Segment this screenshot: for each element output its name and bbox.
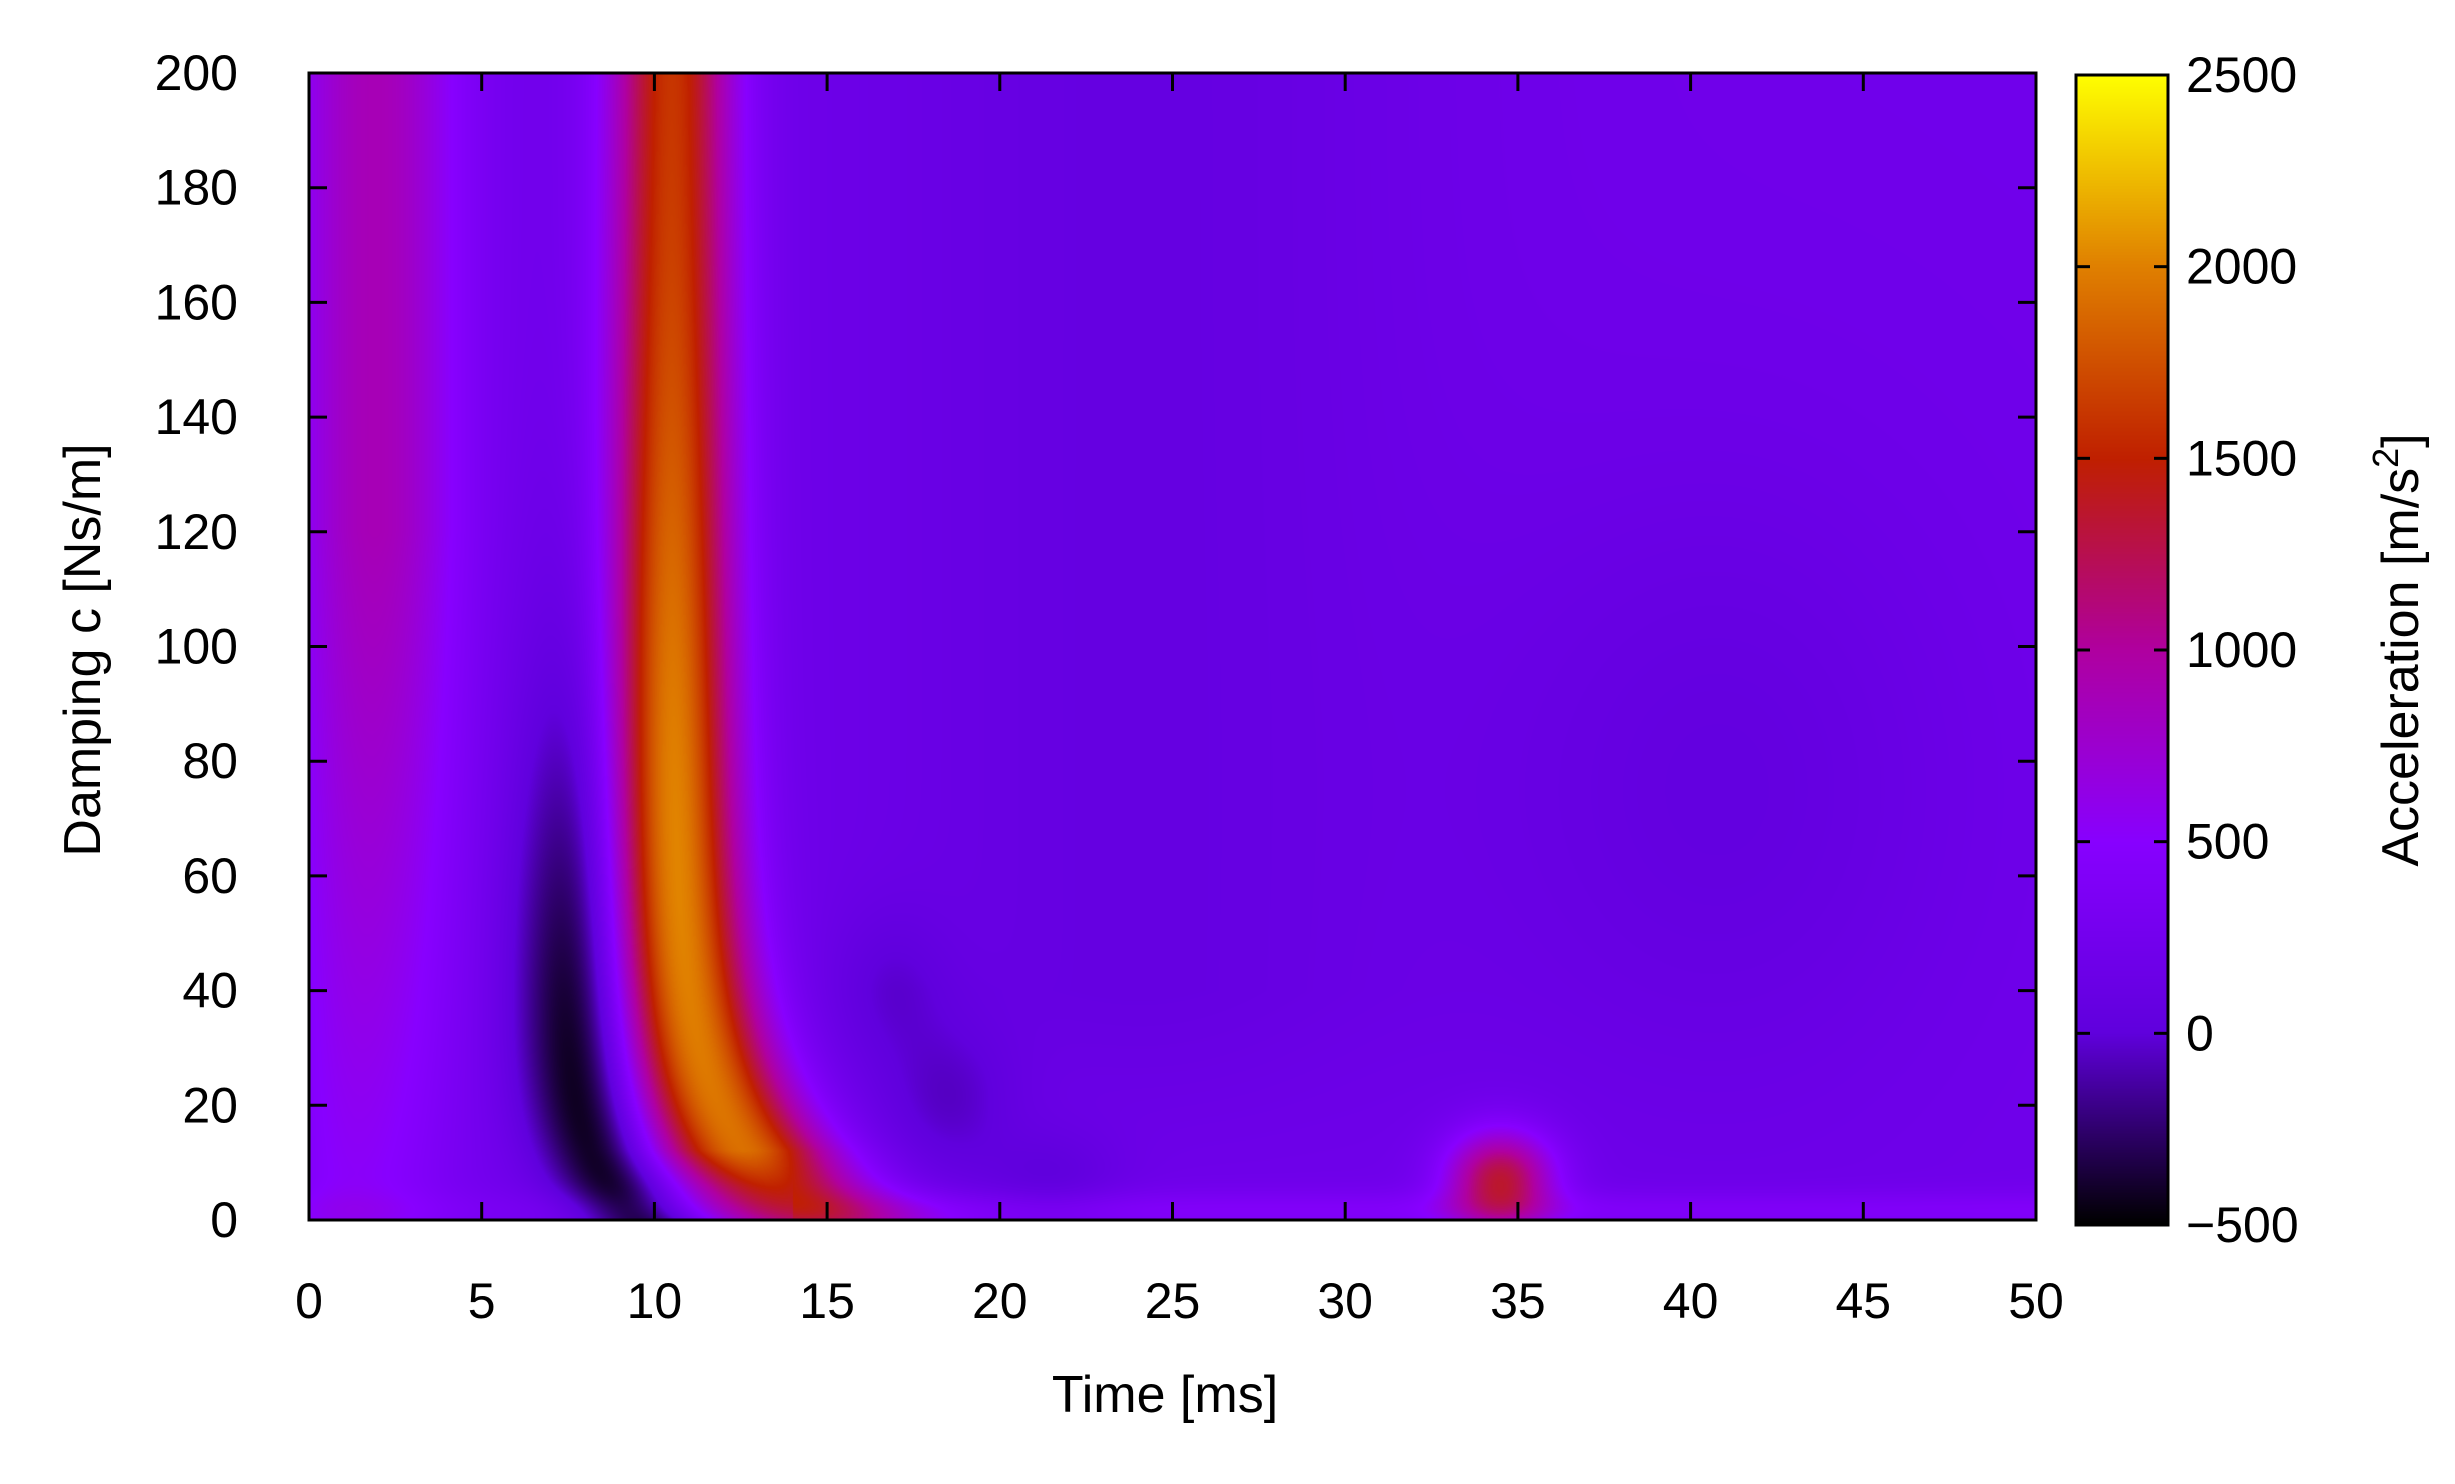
x-tick-label: 50 bbox=[2008, 1273, 2064, 1329]
x-axis-label: Time [ms] bbox=[1052, 1366, 1278, 1424]
y-tick-label: 20 bbox=[182, 1077, 238, 1133]
x-tick-label: 35 bbox=[1490, 1273, 1546, 1329]
colorbar-label-superscript: 2 bbox=[2365, 448, 2406, 468]
y-tick-label: 80 bbox=[182, 733, 238, 789]
x-tick-label: 0 bbox=[295, 1273, 323, 1329]
x-tick-label: 30 bbox=[1317, 1273, 1373, 1329]
x-tick-label: 40 bbox=[1663, 1273, 1719, 1329]
colorbar-tick-label: 2000 bbox=[2186, 239, 2297, 295]
y-tick-label: 180 bbox=[155, 160, 238, 216]
colorbar-tick-label: −500 bbox=[2186, 1197, 2299, 1253]
colorbar-axis: −500 0 500 1000 1500 2000 2500 bbox=[2076, 47, 2299, 1253]
y-tick-label: 160 bbox=[155, 274, 238, 330]
colorbar-tick-label: 1000 bbox=[2186, 622, 2297, 678]
x-tick-label: 45 bbox=[1835, 1273, 1891, 1329]
y-tick-label: 0 bbox=[210, 1192, 238, 1248]
y-tick-label: 40 bbox=[182, 963, 238, 1019]
x-tick-label: 20 bbox=[972, 1273, 1028, 1329]
y-tick-label: 140 bbox=[155, 389, 238, 445]
y-tick-label: 100 bbox=[155, 619, 238, 675]
colorbar-tick-label: 2500 bbox=[2186, 47, 2297, 103]
y-axis: 0 20 40 60 80 100 120 140 160 180 200 bbox=[155, 45, 2036, 1248]
colorbar-tick-label: 0 bbox=[2186, 1005, 2214, 1061]
colorbar-label: Acceleration [m/s2] bbox=[2365, 433, 2431, 866]
y-tick-label: 120 bbox=[155, 504, 238, 560]
x-tick-label: 5 bbox=[468, 1273, 496, 1329]
colorbar-gradient bbox=[2076, 75, 2168, 1225]
colorbar-label-end: ] bbox=[2372, 433, 2430, 447]
colorbar-label-main: Acceleration [m/s bbox=[2372, 468, 2430, 867]
plot-frame bbox=[307, 71, 2038, 1222]
x-tick-label: 15 bbox=[799, 1273, 855, 1329]
heatmap-canvas bbox=[309, 73, 2036, 1220]
y-axis-label: Damping c [Ns/m] bbox=[54, 443, 112, 856]
x-tick-label: 25 bbox=[1145, 1273, 1201, 1329]
x-axis: 0 5 10 15 20 25 30 35 40 45 50 bbox=[295, 73, 2064, 1329]
colorbar-tick-label: 1500 bbox=[2186, 430, 2297, 486]
x-tick-label: 10 bbox=[627, 1273, 683, 1329]
colorbar-tick-label: 500 bbox=[2186, 814, 2269, 870]
y-tick-label: 200 bbox=[155, 45, 238, 101]
y-tick-label: 60 bbox=[182, 848, 238, 904]
